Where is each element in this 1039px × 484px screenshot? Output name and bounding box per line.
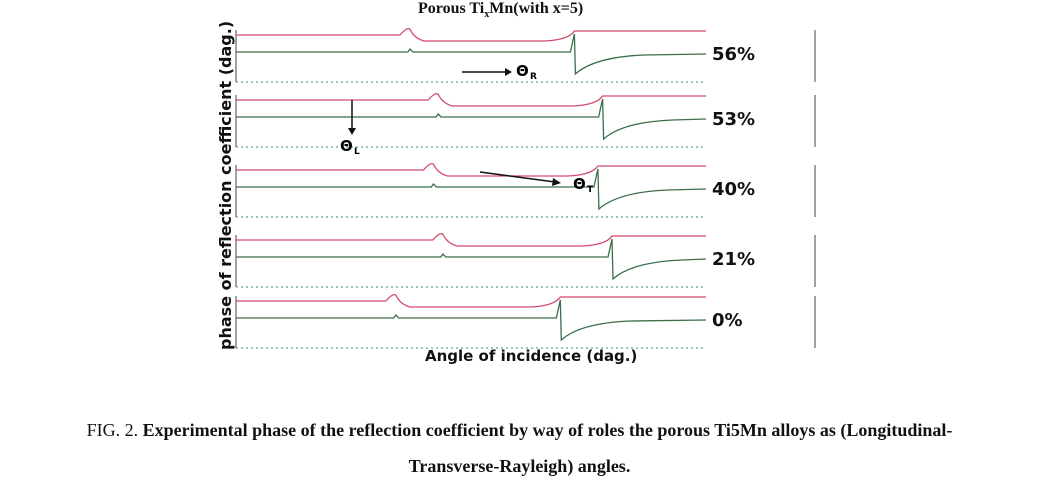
series-mid-curve	[236, 299, 707, 342]
theta-l-arrowhead	[348, 128, 356, 135]
series-top-curve	[236, 27, 706, 42]
panel-label: 40%	[712, 179, 755, 200]
panel-label: 56%	[712, 44, 755, 65]
figure-caption: FIG. 2. Experimental phase of the reflec…	[0, 412, 1039, 484]
panel-label: 21%	[712, 249, 755, 270]
panel-label: 53%	[712, 109, 755, 130]
theta-l-label: Θ	[340, 137, 353, 155]
series-top-curve	[236, 92, 706, 107]
caption-line1: Experimental phase of the reflection coe…	[142, 420, 953, 440]
series-top-curve	[236, 232, 706, 247]
theta-t-label: Θ	[573, 175, 586, 193]
theta-t-arrowhead	[552, 178, 561, 186]
series-top-curve	[236, 293, 706, 308]
series-mid-curve	[236, 98, 707, 141]
panel-label: 0%	[712, 310, 743, 331]
series-top-curve	[236, 162, 706, 177]
series-mid-curve	[236, 168, 707, 211]
chart-title: Porous TixMn(with x=5)	[418, 0, 584, 21]
series-mid-curve	[236, 238, 707, 281]
caption-line2: Transverse-Rayleigh) angles.	[408, 456, 631, 476]
theta-l-sub: L	[354, 147, 360, 157]
caption-prefix: FIG. 2.	[86, 420, 139, 440]
theta-r-label: Θ	[516, 62, 529, 80]
series-mid-curve	[236, 33, 707, 76]
theta-r-arrowhead	[505, 68, 512, 76]
theta-r-sub: R	[530, 72, 537, 82]
theta-t-arrow	[479, 171, 556, 183]
x-axis-label: Angle of incidence (dag.)	[425, 347, 638, 365]
theta-t-sub: T	[587, 185, 594, 195]
